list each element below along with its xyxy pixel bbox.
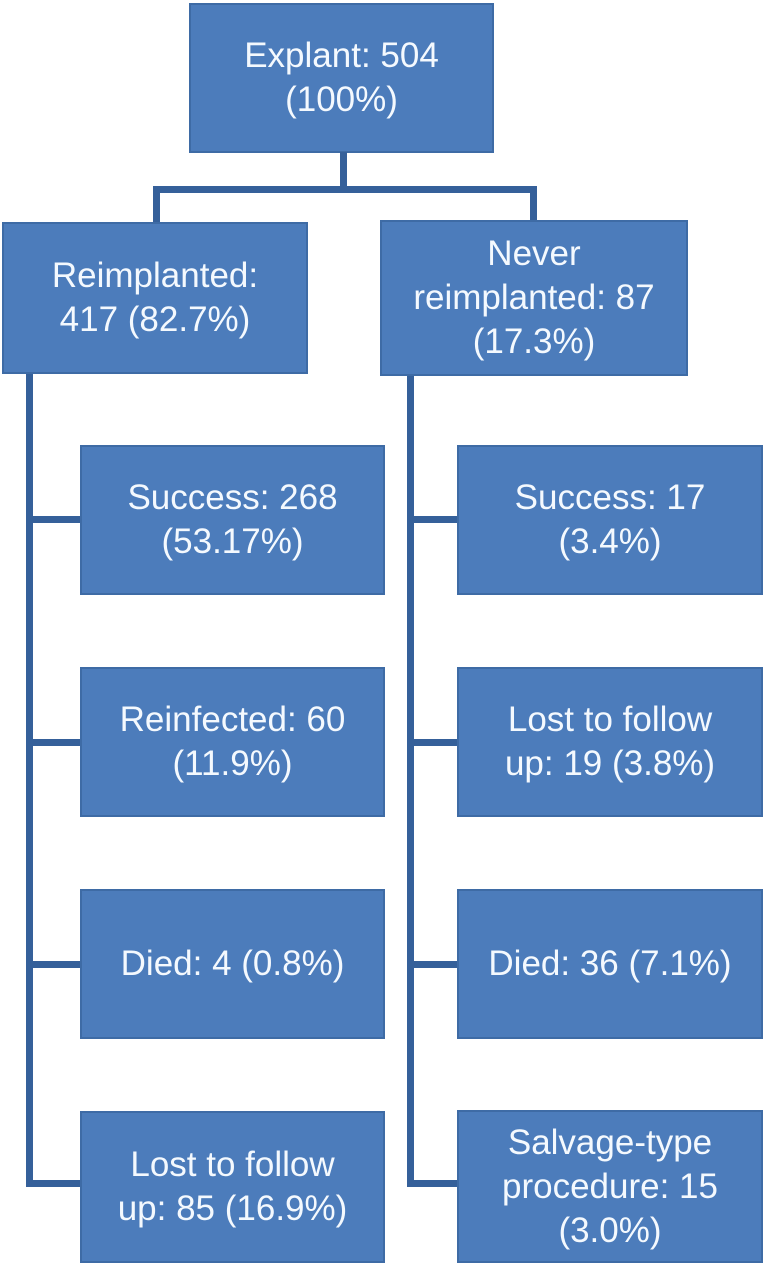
node-never-reimplanted-salvage: Salvage-type procedure: 15 (3.0%) bbox=[457, 1110, 763, 1263]
connector-branch-left-drop bbox=[153, 186, 160, 223]
node-reimplanted-lost-to-follow-up: Lost to follow up: 85 (16.9%) bbox=[80, 1111, 385, 1263]
connector-right-trunk bbox=[407, 376, 414, 1187]
connector-branch-right-drop bbox=[530, 186, 537, 221]
connector-left-elbow-lost bbox=[26, 1180, 80, 1187]
connector-root-stem bbox=[340, 152, 347, 188]
node-reimplanted-died: Died: 4 (0.8%) bbox=[80, 889, 385, 1039]
node-never-reimplanted-success: Success: 17 (3.4%) bbox=[457, 445, 763, 595]
node-explant: Explant: 504 (100%) bbox=[189, 3, 494, 153]
node-reimplanted-success: Success: 268 (53.17%) bbox=[80, 445, 385, 595]
connector-left-trunk bbox=[26, 374, 33, 1187]
node-reimplanted: Reimplanted: 417 (82.7%) bbox=[2, 222, 308, 374]
connector-right-stub-died bbox=[407, 961, 457, 968]
connector-left-stub-died bbox=[26, 961, 80, 968]
connector-right-stub-success bbox=[407, 516, 457, 523]
node-never-reimplanted-died: Died: 36 (7.1%) bbox=[457, 889, 763, 1039]
node-never-reimplanted: Never reimplanted: 87 (17.3%) bbox=[380, 220, 688, 376]
node-reimplanted-reinfected: Reinfected: 60 (11.9%) bbox=[80, 667, 385, 817]
connector-right-elbow-salvage bbox=[407, 1180, 457, 1187]
connector-left-stub-reinfected bbox=[26, 739, 80, 746]
connector-right-stub-lost bbox=[407, 739, 457, 746]
connector-branch-horizontal bbox=[153, 186, 537, 193]
node-never-reimplanted-lost-to-follow-up: Lost to follow up: 19 (3.8%) bbox=[457, 667, 763, 817]
connector-left-stub-success bbox=[26, 516, 80, 523]
